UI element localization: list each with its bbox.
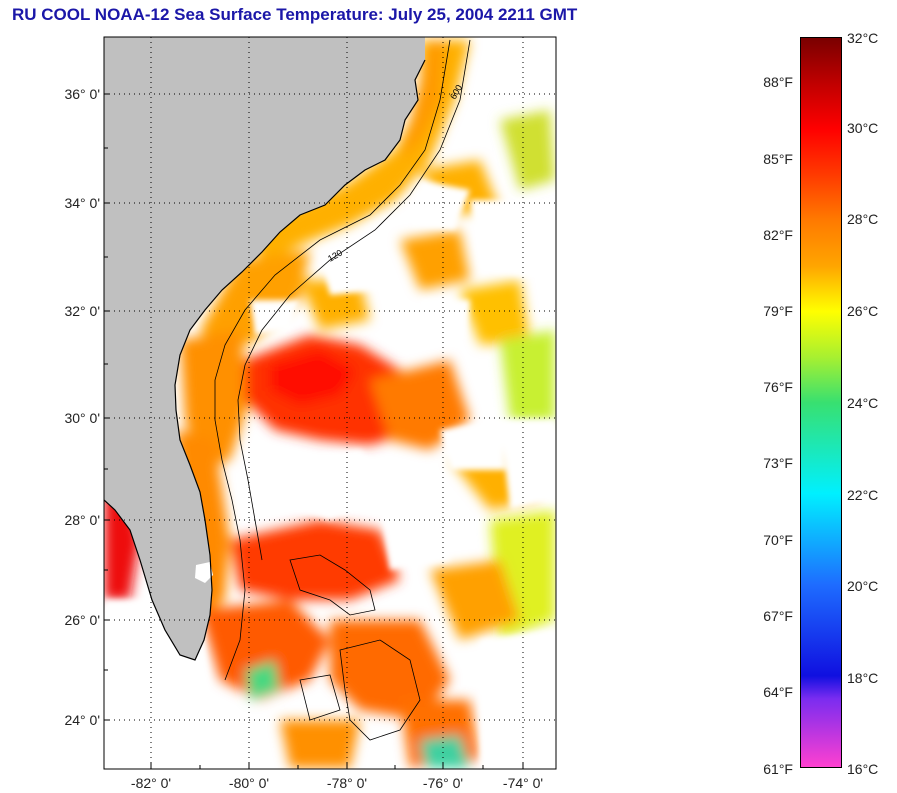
- colorbar-fahrenheit-label: 88°F: [763, 74, 793, 90]
- colorbar-fahrenheit-label: 85°F: [763, 151, 793, 167]
- colorbar-fahrenheit-label: 73°F: [763, 455, 793, 471]
- colorbar-celsius-label: 20°C: [847, 578, 879, 594]
- colorbar-celsius-label: 28°C: [847, 211, 879, 227]
- colorbar-fahrenheit-label: 76°F: [763, 379, 793, 395]
- lat-label: 32° 0': [64, 303, 100, 319]
- lat-label: 26° 0': [64, 612, 100, 628]
- colorbar-fahrenheit-label: 70°F: [763, 532, 793, 548]
- colorbar-fahrenheit-label: 82°F: [763, 227, 793, 243]
- lat-label: 24° 0': [64, 712, 100, 728]
- colorbar-celsius-label: 30°C: [847, 120, 879, 136]
- lon-label: -78° 0': [326, 775, 368, 791]
- map-title: RU COOL NOAA-12 Sea Surface Temperature:…: [12, 5, 578, 24]
- temperature-colorbar: [800, 37, 842, 768]
- lat-label: 34° 0': [64, 195, 100, 211]
- lake-okeechobee: [195, 562, 213, 583]
- lon-label: -80° 0': [228, 775, 270, 791]
- lat-label: 36° 0': [64, 86, 100, 102]
- colorbar-celsius-label: 32°C: [847, 30, 879, 46]
- colorbar-fahrenheit-label: 64°F: [763, 684, 793, 700]
- lon-ticks: [150, 763, 524, 769]
- isobath-120: [214, 39, 451, 681]
- map-frame: [103, 36, 557, 770]
- lon-label: -76° 0': [422, 775, 464, 791]
- isobath-600: [237, 39, 471, 561]
- colorbar-fahrenheit-label: 61°F: [763, 761, 793, 777]
- grid-lines: [104, 37, 556, 769]
- lon-label: -74° 0': [502, 775, 544, 791]
- colorbar-fahrenheit-label: 79°F: [763, 303, 793, 319]
- colorbar-celsius-label: 18°C: [847, 670, 879, 686]
- lat-ticks: [104, 93, 110, 721]
- colorbar-fahrenheit-label: 67°F: [763, 608, 793, 624]
- bahamas-outline: [289, 554, 421, 741]
- lon-label: -82° 0': [130, 775, 172, 791]
- colorbar-celsius-label: 16°C: [847, 761, 879, 777]
- colorbar-celsius-label: 24°C: [847, 395, 879, 411]
- land-mass: [104, 37, 425, 660]
- coastline: [104, 59, 426, 661]
- colorbar-celsius-label: 22°C: [847, 487, 879, 503]
- colorbar-celsius-label: 26°C: [847, 303, 879, 319]
- lat-label: 30° 0': [64, 410, 100, 426]
- lat-label: 28° 0': [64, 512, 100, 528]
